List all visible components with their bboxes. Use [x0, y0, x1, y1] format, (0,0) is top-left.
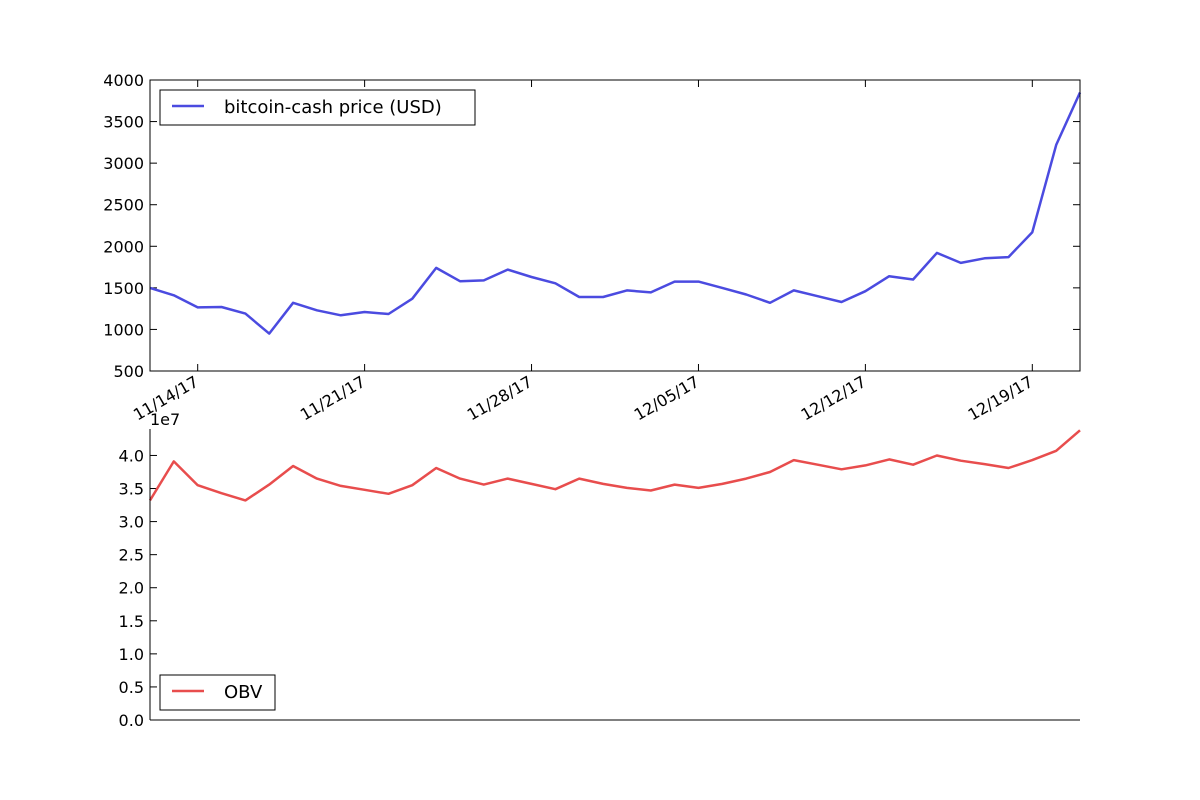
- price-y-tick-label: 1000: [103, 320, 144, 339]
- obv-y-tick-label: 2.0: [119, 579, 144, 598]
- price-legend-label: bitcoin-cash price (USD): [224, 97, 442, 118]
- price-y-tick-label: 2500: [103, 196, 144, 215]
- price-x-tick-label: 11/28/17: [464, 372, 536, 424]
- obv-y-tick-label: 1.5: [119, 612, 144, 631]
- price-axes-frame: [149, 79, 1081, 372]
- price-x-tick-label: 12/05/17: [631, 372, 703, 424]
- price-x-tick-label: 12/12/17: [798, 372, 870, 424]
- price-legend: bitcoin-cash price (USD): [159, 89, 476, 126]
- obv-legend-box: [159, 674, 276, 711]
- obv-y-tick-label: 1.0: [119, 645, 144, 664]
- price-y-tick-label: 500: [113, 362, 144, 381]
- price-y-tick-label: 3000: [103, 154, 144, 173]
- obv-y-tick-label: 3.5: [119, 480, 144, 499]
- price-x-tick-label: 11/21/17: [297, 372, 369, 424]
- price-series-line: [149, 91, 1082, 335]
- obv-y-tick-label: 2.5: [119, 546, 144, 565]
- obv-legend-label: OBV: [224, 682, 263, 703]
- obv-y-tick-label: 0.0: [119, 711, 144, 730]
- obv-y-tick-label: 4.0: [119, 446, 144, 465]
- price-legend-box: [159, 89, 476, 126]
- price-y-tick-label: 4000: [103, 71, 144, 90]
- price-y-tick-label: 3500: [103, 113, 144, 132]
- obv-axes: 1e7 0.0 0.5 1.0 1.5 2.0 2.5 3.0 3.5 4.0 OBV: [119, 410, 1081, 730]
- obv-scale-label: 1e7: [150, 410, 180, 429]
- price-x-tick-label: 12/19/17: [965, 372, 1037, 424]
- obv-y-tick-label: 3.0: [119, 513, 144, 532]
- obv-series-line: [148, 429, 1081, 502]
- price-y-tick-label: 1500: [103, 279, 144, 298]
- obv-y-tick-label: 0.5: [119, 678, 144, 697]
- price-y-tick-label: 2000: [103, 237, 144, 256]
- obv-legend: OBV: [159, 674, 276, 711]
